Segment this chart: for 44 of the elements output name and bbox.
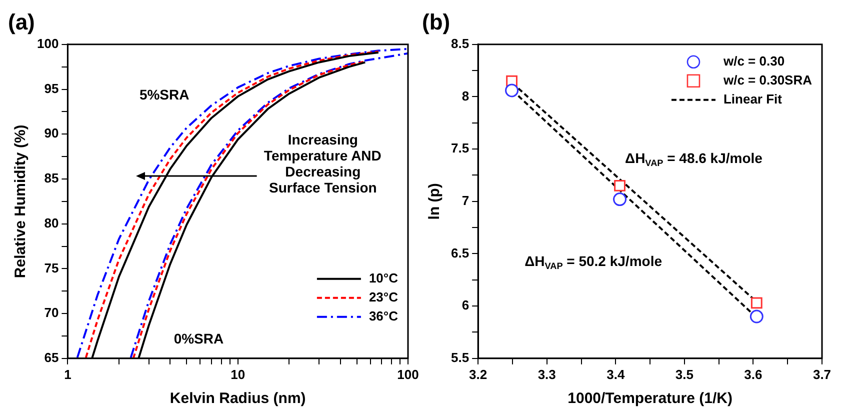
y-tick-label: 8.5 xyxy=(450,36,470,51)
y-tick-label: 6.5 xyxy=(450,245,470,260)
point xyxy=(614,180,626,192)
legend-label: w/c = 0.30 xyxy=(722,53,785,68)
annotation: 5%SRA xyxy=(139,86,190,102)
y-tick-label: 80 xyxy=(44,215,59,230)
y-axis-title: ln (p) xyxy=(426,183,444,220)
y-tick-label: 85 xyxy=(44,170,59,186)
x-tick-label: 100 xyxy=(397,366,419,382)
point xyxy=(613,192,627,206)
point xyxy=(750,310,764,324)
legend-label: 23°C xyxy=(368,289,399,304)
legend-label: w/c = 0.30SRA xyxy=(722,72,813,88)
x-tick-label: 3.2 xyxy=(469,366,488,382)
x-tick-label: 3.7 xyxy=(812,366,832,382)
y-tick-label: 90 xyxy=(44,126,59,141)
legend-label: 36°C xyxy=(368,308,399,324)
x-tick-label: 3.4 xyxy=(606,366,626,382)
annotation: 0%SRA xyxy=(174,330,224,346)
y-tick-label: 7 xyxy=(462,192,470,208)
x-tick-label: 10 xyxy=(230,366,246,382)
chart-title: (b) xyxy=(422,9,450,34)
y-tick-label: 100 xyxy=(36,36,59,51)
x-tick-label: 3.5 xyxy=(675,366,694,382)
y-tick-label: 75 xyxy=(44,260,59,276)
x-tick-label: 1 xyxy=(64,366,72,382)
point xyxy=(750,297,762,309)
x-axis-title: Kelvin Radius (nm) xyxy=(170,390,306,408)
point xyxy=(505,84,519,98)
x-tick-label: 3.3 xyxy=(538,366,556,382)
x-tick-label: 3.6 xyxy=(744,366,762,382)
x-axis-title: 1000/Temperature (1/K) xyxy=(568,390,732,408)
y-tick-label: 6 xyxy=(462,298,470,313)
y-tick-label: 5.5 xyxy=(450,350,470,365)
y-tick-label: 8 xyxy=(462,88,470,104)
y-tick-label: 65 xyxy=(44,350,59,365)
y-tick-label: 95 xyxy=(44,80,59,96)
y-axis-title: Relative Humidity (%) xyxy=(12,124,30,278)
chart-title: (a) xyxy=(8,9,35,34)
legend-label: 10°C xyxy=(368,270,399,286)
y-tick-label: 7.5 xyxy=(450,140,470,156)
annotation: Increasing Temperature AND Decreasing Surface Tension xyxy=(264,131,382,196)
legend-label: Linear Fit xyxy=(723,91,783,106)
y-tick-label: 70 xyxy=(44,305,59,320)
